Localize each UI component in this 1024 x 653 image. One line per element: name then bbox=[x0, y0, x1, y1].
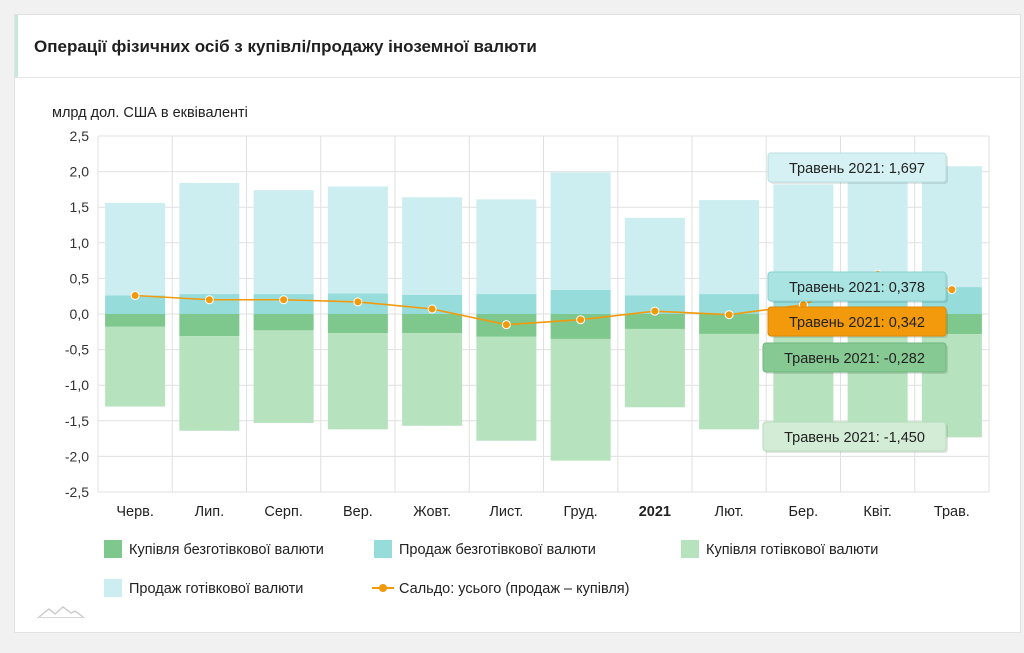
bar-sell-cash[interactable] bbox=[179, 182, 240, 295]
legend-label: Купівля готівкової валюти bbox=[706, 542, 878, 558]
bar-buy-cash[interactable] bbox=[476, 336, 537, 441]
bar-sell-cash[interactable] bbox=[327, 186, 388, 294]
tooltip-label: Травень 2021: -0,282 bbox=[784, 351, 925, 367]
balance-point[interactable] bbox=[724, 310, 734, 320]
balance-point[interactable] bbox=[204, 295, 214, 305]
balance-point[interactable] bbox=[501, 320, 511, 330]
y-tick-label: 0,5 bbox=[70, 270, 90, 286]
x-tick-label: Квіт. bbox=[863, 504, 891, 520]
tooltip-label: Травень 2021: 0,378 bbox=[789, 280, 925, 296]
bar-buy-cash[interactable] bbox=[550, 338, 611, 461]
bar-sell-cash[interactable] bbox=[402, 197, 463, 295]
legend-swatch[interactable] bbox=[374, 540, 392, 558]
x-tick-label: Трав. bbox=[934, 504, 970, 520]
x-tick-label: 2021 bbox=[639, 504, 671, 520]
y-tick-label: 0,0 bbox=[70, 306, 90, 322]
bar-sell-cash[interactable] bbox=[550, 172, 611, 290]
x-tick-label: Вер. bbox=[343, 504, 373, 520]
y-tick-label: -1,5 bbox=[65, 413, 89, 429]
bar-buy-noncash[interactable] bbox=[402, 314, 463, 334]
tooltip-label: Травень 2021: -1,450 bbox=[784, 430, 925, 446]
chart-svg: млрд дол. США в еквіваленті 2,5 2,0 1,5 1,0 0… bbox=[52, 105, 990, 597]
bar-sell-cash[interactable] bbox=[105, 202, 166, 296]
x-tick-label: Серп. bbox=[264, 504, 302, 520]
mountain-logo-icon bbox=[37, 606, 85, 618]
x-tick-label: Лют. bbox=[715, 504, 744, 520]
x-tick-label: Черв. bbox=[116, 504, 154, 520]
x-tick-label: Лип. bbox=[195, 504, 225, 520]
balance-point[interactable] bbox=[576, 315, 586, 325]
bar-sell-noncash[interactable] bbox=[550, 289, 611, 314]
balance-point[interactable] bbox=[353, 297, 363, 307]
balance-point[interactable] bbox=[650, 306, 660, 316]
bar-buy-cash[interactable] bbox=[179, 336, 240, 431]
y-tick-label: 2,0 bbox=[70, 164, 90, 180]
bar-buy-noncash[interactable] bbox=[699, 314, 760, 334]
legend-label: Сальдо: усього (продаж – купівля) bbox=[399, 581, 630, 597]
y-tick-label: -0,5 bbox=[65, 342, 89, 358]
legend-label: Купівля безготівкової валюти bbox=[129, 542, 324, 558]
y-tick-label: -2,5 bbox=[65, 484, 89, 500]
x-tick-label: Бер. bbox=[789, 504, 819, 520]
legend-swatch[interactable] bbox=[104, 579, 122, 597]
x-tick-label: Лист. bbox=[489, 504, 523, 520]
bar-buy-noncash[interactable] bbox=[327, 314, 388, 334]
y-tick-label: 1,0 bbox=[70, 235, 90, 251]
y-axis-label: млрд дол. США в еквіваленті bbox=[52, 105, 248, 121]
legend-swatch[interactable] bbox=[681, 540, 699, 558]
bar-sell-cash[interactable] bbox=[624, 217, 685, 296]
tooltip-box bbox=[767, 271, 947, 302]
bar-sell-noncash[interactable] bbox=[476, 294, 537, 314]
tooltip-box bbox=[767, 152, 947, 183]
bar-sell-cash[interactable] bbox=[476, 199, 537, 295]
legend-line-marker[interactable] bbox=[379, 584, 387, 592]
chart-title: Операції фізичних осіб з купівлі/продажу… bbox=[34, 37, 537, 56]
bar-buy-noncash[interactable] bbox=[105, 314, 166, 327]
balance-point[interactable] bbox=[427, 304, 437, 314]
tooltip-label: Травень 2021: 0,342 bbox=[789, 315, 925, 331]
tooltip-box bbox=[767, 306, 947, 337]
legend-label: Продаж безготівкової валюти bbox=[399, 542, 596, 558]
y-tick-label: -2,0 bbox=[65, 448, 89, 464]
y-tick-label: -1,0 bbox=[65, 377, 89, 393]
bar-buy-noncash[interactable] bbox=[253, 314, 314, 331]
bar-sell-cash[interactable] bbox=[253, 190, 314, 295]
bar-buy-cash[interactable] bbox=[253, 330, 314, 423]
bar-buy-cash[interactable] bbox=[327, 333, 388, 430]
bar-sell-noncash[interactable] bbox=[699, 294, 760, 314]
legend-label: Продаж готівкової валюти bbox=[129, 581, 303, 597]
balance-point[interactable] bbox=[279, 295, 289, 305]
bar-sell-cash[interactable] bbox=[921, 166, 982, 288]
chart-card: Операції фізичних осіб з купівлі/продажу… bbox=[14, 14, 1021, 633]
bar-buy-cash[interactable] bbox=[105, 326, 166, 407]
bar-sell-noncash[interactable] bbox=[624, 295, 685, 314]
bar-buy-noncash[interactable] bbox=[624, 314, 685, 329]
bar-sell-cash[interactable] bbox=[699, 200, 760, 295]
x-tick-label: Жовт. bbox=[413, 504, 451, 520]
bar-buy-noncash[interactable] bbox=[179, 314, 240, 337]
tooltip-box bbox=[762, 421, 947, 452]
bar-sell-noncash[interactable] bbox=[402, 294, 463, 314]
x-tick-label: Груд. bbox=[564, 504, 598, 520]
bar-sell-noncash[interactable] bbox=[105, 295, 166, 314]
y-tick-label: 2,5 bbox=[70, 128, 90, 144]
legend-swatch[interactable] bbox=[104, 540, 122, 558]
y-tick-label: 1,5 bbox=[70, 199, 90, 215]
tooltip-box bbox=[762, 342, 947, 373]
balance-point[interactable] bbox=[947, 285, 957, 295]
bar-buy-cash[interactable] bbox=[699, 333, 760, 430]
card-header: Операції фізичних осіб з купівлі/продажу… bbox=[15, 15, 1020, 78]
bar-buy-cash[interactable] bbox=[624, 328, 685, 408]
balance-point[interactable] bbox=[130, 290, 140, 300]
tooltip-label: Травень 2021: 1,697 bbox=[789, 161, 925, 177]
bar-buy-cash[interactable] bbox=[402, 333, 463, 426]
